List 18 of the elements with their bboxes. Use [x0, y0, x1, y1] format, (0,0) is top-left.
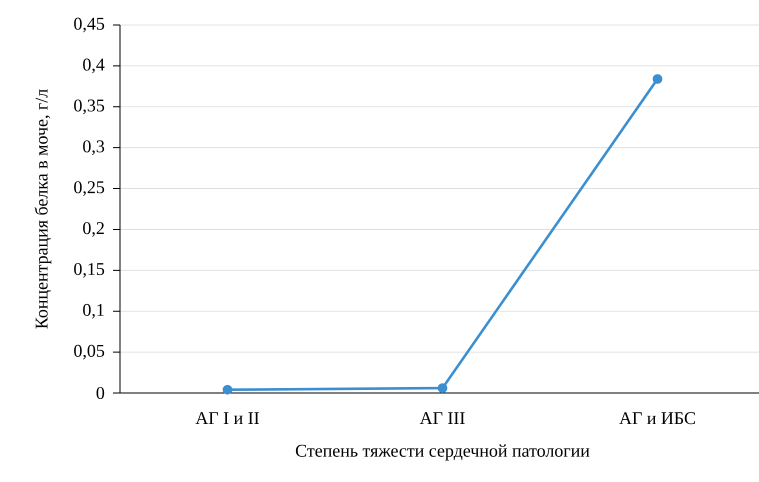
x-tick-label: АГ и ИБС — [619, 412, 695, 424]
point — [652, 74, 662, 84]
x-tick-label: АГ I и II — [196, 412, 259, 424]
y-tick-label: 0,2 — [83, 222, 104, 237]
point — [438, 383, 448, 393]
y-tick-label: 0,4 — [83, 58, 105, 74]
y-tick-label: 0,35 — [74, 99, 104, 114]
y-tick-label: 0,25 — [74, 181, 104, 196]
y-tick-label: 0,3 — [83, 140, 104, 156]
y-tick-label: 0,05 — [74, 344, 104, 360]
y-tick-label: 0,1 — [83, 304, 104, 319]
x-tick-label: АГ III — [420, 412, 465, 424]
point — [222, 384, 232, 395]
y-tick-label: 0,45 — [74, 18, 104, 32]
x-axis-title: Степень тяжести сердечной патологии — [296, 444, 590, 460]
y-tick-label: 0 — [96, 386, 104, 400]
y-axis-title: Концентрация белка в моче, г/л — [34, 89, 52, 329]
y-tick-label: 0,15 — [74, 262, 104, 278]
